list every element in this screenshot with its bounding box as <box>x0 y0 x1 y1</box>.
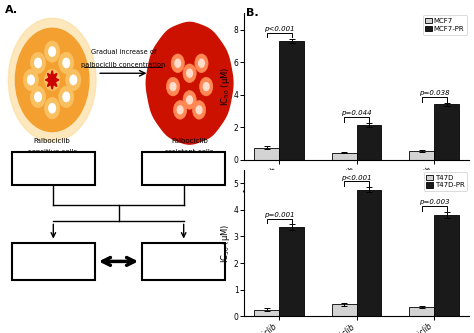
FancyBboxPatch shape <box>12 243 95 280</box>
Circle shape <box>199 59 204 67</box>
Circle shape <box>183 64 196 83</box>
Circle shape <box>15 28 89 132</box>
Bar <box>357 125 382 160</box>
Bar <box>255 310 279 316</box>
Circle shape <box>45 98 60 119</box>
Text: MCF7-PR: MCF7-PR <box>163 158 205 167</box>
Circle shape <box>200 77 213 96</box>
Circle shape <box>187 69 192 77</box>
FancyBboxPatch shape <box>142 152 225 185</box>
Circle shape <box>171 54 184 73</box>
Text: p<0.001: p<0.001 <box>341 174 372 180</box>
Text: T47D: T47D <box>41 171 65 180</box>
Text: resistant cells: resistant cells <box>165 149 214 155</box>
Circle shape <box>35 92 41 102</box>
Text: Microarray: Microarray <box>31 265 76 274</box>
Bar <box>279 41 304 160</box>
Text: palbociclib concentration: palbociclib concentration <box>81 62 165 68</box>
Circle shape <box>183 91 196 109</box>
Circle shape <box>45 69 60 91</box>
Bar <box>357 190 382 316</box>
Circle shape <box>35 58 41 68</box>
Circle shape <box>196 106 202 114</box>
Text: p=0.001: p=0.001 <box>264 212 294 218</box>
Text: T47D-PR: T47D-PR <box>163 171 204 180</box>
Circle shape <box>203 83 209 91</box>
Circle shape <box>9 18 96 142</box>
Bar <box>332 153 357 160</box>
Circle shape <box>166 77 180 96</box>
Legend: MCF7, MCF7-PR: MCF7, MCF7-PR <box>423 15 467 35</box>
Circle shape <box>49 104 55 113</box>
Circle shape <box>173 101 187 119</box>
Legend: T47D, T47D-PR: T47D, T47D-PR <box>424 172 467 191</box>
Polygon shape <box>46 71 59 89</box>
Circle shape <box>70 75 77 85</box>
Bar <box>410 307 434 316</box>
Circle shape <box>195 54 208 73</box>
Circle shape <box>170 83 176 91</box>
Y-axis label: IC$_{50}$ (μM): IC$_{50}$ (μM) <box>219 67 232 106</box>
Text: Whole exome: Whole exome <box>155 252 212 261</box>
Circle shape <box>49 75 55 85</box>
Text: p=0.044: p=0.044 <box>341 110 372 116</box>
Circle shape <box>187 96 192 104</box>
Circle shape <box>63 58 70 68</box>
Bar <box>434 105 459 160</box>
Bar <box>255 148 279 160</box>
Text: mRNA: mRNA <box>40 252 66 261</box>
Bar <box>434 215 459 316</box>
Circle shape <box>23 69 38 91</box>
Circle shape <box>30 52 46 74</box>
Text: sequencing: sequencing <box>159 265 208 274</box>
Circle shape <box>59 86 74 108</box>
Circle shape <box>177 106 183 114</box>
Text: Gradual increase of: Gradual increase of <box>91 49 156 55</box>
Circle shape <box>175 59 181 67</box>
Text: B.: B. <box>246 8 258 18</box>
Circle shape <box>27 75 34 85</box>
Circle shape <box>192 101 206 119</box>
Text: A.: A. <box>5 5 18 15</box>
Bar <box>279 227 304 316</box>
Text: Palbociclib: Palbociclib <box>34 138 71 144</box>
Circle shape <box>49 47 55 56</box>
Text: p=0.003: p=0.003 <box>419 199 449 205</box>
Text: sensitive cells: sensitive cells <box>27 149 77 155</box>
Circle shape <box>45 41 60 62</box>
Bar <box>332 304 357 316</box>
Polygon shape <box>146 22 233 144</box>
Text: MCF7: MCF7 <box>40 158 66 167</box>
Text: p=0.038: p=0.038 <box>419 90 449 96</box>
Circle shape <box>63 92 70 102</box>
Text: p<0.001: p<0.001 <box>264 26 294 32</box>
Circle shape <box>59 52 74 74</box>
Circle shape <box>66 69 81 91</box>
Y-axis label: IC$_{50}$ (μM): IC$_{50}$ (μM) <box>219 223 232 263</box>
Bar <box>410 151 434 160</box>
Circle shape <box>30 86 46 108</box>
Text: Palbociclib: Palbociclib <box>171 138 208 144</box>
FancyBboxPatch shape <box>12 152 95 185</box>
FancyBboxPatch shape <box>142 243 225 280</box>
